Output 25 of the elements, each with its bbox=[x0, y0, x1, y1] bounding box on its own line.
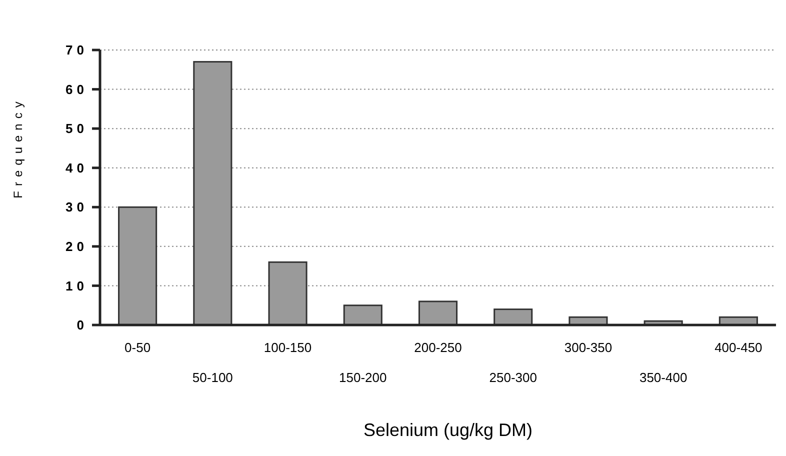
bar bbox=[193, 61, 232, 326]
bar bbox=[494, 308, 533, 326]
y-tick-label: 50 bbox=[66, 121, 88, 136]
x-tick-label: 300-350 bbox=[564, 340, 612, 355]
bar bbox=[118, 206, 158, 326]
x-tick-label: 250-300 bbox=[489, 370, 537, 385]
x-tick-label: 350-400 bbox=[639, 370, 688, 385]
y-tick-label: 20 bbox=[66, 238, 88, 254]
bar bbox=[343, 304, 382, 326]
y-tick-label: 30 bbox=[66, 200, 88, 215]
y-tick-label: 10 bbox=[66, 278, 88, 294]
bar bbox=[418, 300, 458, 326]
y-tick-label: 0 bbox=[76, 318, 88, 333]
y-tick-label: 40 bbox=[66, 160, 88, 176]
x-tick-label: 50-100 bbox=[192, 370, 233, 385]
x-tick-label: 200-250 bbox=[414, 340, 462, 355]
x-tick-label: 100-150 bbox=[264, 340, 312, 355]
x-tick-label: 0-50 bbox=[124, 340, 151, 355]
bar bbox=[268, 261, 308, 326]
y-tick-label: 70 bbox=[66, 42, 88, 58]
x-tick-label: 150-200 bbox=[339, 370, 387, 385]
y-axis-title: Frequency bbox=[11, 96, 25, 198]
x-tick-label: 400-450 bbox=[714, 340, 762, 355]
x-axis-title: Selenium (ug/kg DM) bbox=[363, 420, 533, 440]
y-tick-label: 60 bbox=[66, 82, 88, 97]
